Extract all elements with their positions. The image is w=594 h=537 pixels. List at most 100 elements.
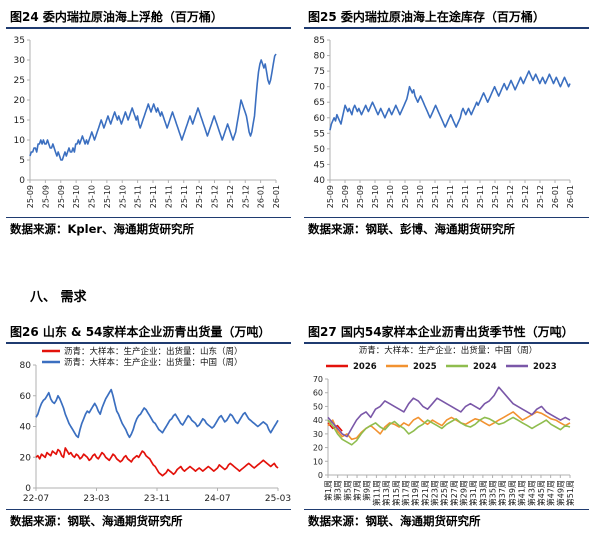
fig25-chart: 40 45 50 55 60 65 70 75 80 85 25-09 25-09 25-09 25-10… — [314, 36, 575, 208]
x-tick-label: 25-10 — [386, 185, 395, 208]
x-tick-label: 第23周 — [429, 480, 439, 506]
x-tick-label: 第47周 — [546, 480, 556, 506]
y-tick-label: 60 — [20, 392, 32, 402]
y-tick-label: 60 — [314, 114, 326, 124]
fig27-source: 数据来源：钢联、海通期货研究所 — [308, 514, 481, 528]
y-tick-label: 50 — [314, 145, 326, 155]
x-tick-label: 第29周 — [459, 480, 469, 506]
x-tick-label: 第45周 — [536, 480, 546, 506]
x-tick-label: 25-12 — [211, 185, 220, 208]
x-tick-label: 25-12 — [536, 185, 545, 208]
series-line-fig25 — [329, 70, 571, 131]
x-tick-label: 25-11 — [134, 185, 143, 208]
x-tick-label: 25-12 — [491, 185, 500, 208]
x-tick-label: 25-09 — [41, 185, 50, 208]
y-tick-label: 65 — [314, 98, 325, 108]
y-tick-label: 10 — [14, 136, 26, 146]
x-tick-label: 25-12 — [241, 185, 250, 208]
x-tick-label: 25-11 — [476, 185, 485, 208]
fig26-chart: 0 20 40 60 80 22-07 23-03 23-11 24-07 25-03 沥青：大样本… — [20, 346, 292, 504]
y-tick-label: 80 — [314, 52, 326, 62]
y-tick-label: 35 — [14, 36, 25, 46]
y-tick-label: 5 — [19, 156, 25, 166]
fig26-source-rule — [6, 509, 291, 510]
legend-label: 沥青：大样本：生产企业：出货量：山东（周） — [64, 346, 243, 357]
x-tick-label: 第19周 — [410, 480, 420, 506]
fig24-source-rule — [6, 217, 291, 218]
x-tick-label: 第21周 — [420, 480, 430, 506]
x-tick-label: 25-10 — [118, 185, 127, 208]
legend-label: 2025 — [413, 362, 437, 372]
x-tick-label: 23-11 — [144, 494, 170, 504]
x-tick-label: 25-11 — [431, 185, 440, 208]
x-tick-label: 26-01 — [272, 185, 281, 208]
y-tick-label: 25 — [14, 76, 25, 86]
x-tick-label: 25-10 — [416, 185, 425, 208]
series-line-2024 — [327, 416, 571, 446]
x-tick-label: 第1周 — [323, 480, 333, 501]
x-tick-label: 24-07 — [204, 494, 230, 504]
x-tick-label: 第9周 — [362, 480, 372, 501]
x-tick-label: 25-10 — [72, 185, 81, 208]
x-tick-label: 第51周 — [565, 480, 575, 506]
y-tick-label: 20 — [14, 96, 26, 106]
x-tick-label: 25-11 — [149, 185, 158, 208]
x-tick-label: 25-11 — [446, 185, 455, 208]
fig27-title-rule — [304, 342, 589, 344]
fig24-title: 图24 委内瑞拉原油海上浮舱（百万桶） — [10, 10, 223, 24]
x-tick-label: 25-10 — [401, 185, 410, 208]
x-tick-label: 第41周 — [517, 480, 527, 506]
x-tick-label: 第37周 — [497, 480, 507, 506]
y-tick-label: 70 — [313, 375, 323, 384]
y-tick-label: 70 — [314, 83, 326, 93]
y-tick-label: 85 — [314, 36, 325, 46]
x-tick-label: 25-09 — [341, 185, 350, 208]
y-tick-label: 60 — [313, 389, 323, 398]
y-tick-label: 0 — [19, 176, 25, 186]
x-tick-label: 25-10 — [88, 185, 97, 208]
x-tick-label: 25-09 — [326, 185, 335, 208]
x-tick-label: 第15周 — [391, 480, 401, 506]
x-tick-label: 25-09 — [26, 185, 35, 208]
y-tick-label: 75 — [314, 67, 325, 77]
legend-label: 2024 — [473, 362, 497, 372]
x-tick-label: 25-09 — [57, 185, 66, 208]
fig24-source: 数据来源：Kpler、海通期货研究所 — [10, 222, 195, 236]
y-tick-label: 15 — [14, 116, 25, 126]
fig27-title: 图27 国内54家样本企业沥青出货季节性（万吨） — [308, 325, 574, 339]
x-tick-label: 第11周 — [371, 480, 381, 506]
x-tick-label: 第3周 — [333, 480, 343, 501]
fig24-title-rule — [6, 27, 291, 29]
fig25-source: 数据来源：钢联、彭博、海通期货研究所 — [308, 222, 515, 236]
x-tick-label: 第33周 — [478, 480, 488, 506]
y-tick-label: 20 — [313, 444, 323, 453]
series-line-2025 — [327, 411, 571, 441]
y-tick-label: 50 — [313, 402, 323, 411]
legend-label: 2026 — [353, 362, 377, 372]
y-tick-label: 0 — [25, 484, 31, 494]
x-tick-label: 第13周 — [381, 480, 391, 506]
fig26-title-rule — [6, 342, 291, 344]
x-tick-label: 第31周 — [468, 480, 478, 506]
x-tick-label: 第35周 — [488, 480, 498, 506]
fig24-chart: 0 5 10 15 20 25 30 35 25-09 25-09 25-09 25-10 25-10 2… — [14, 36, 281, 208]
x-tick-label: 第7周 — [352, 480, 362, 501]
x-tick-label: 第39周 — [507, 480, 517, 506]
x-tick-label: 25-12 — [506, 185, 515, 208]
x-tick-label: 25-09 — [356, 185, 365, 208]
fig25-source-rule — [304, 217, 589, 218]
fig25-title: 图25 委内瑞拉原油海上在途库存（百万桶） — [308, 10, 545, 24]
legend-label: 沥青：大样本：生产企业：出货量：中国（周） — [64, 357, 243, 368]
y-tick-label: 45 — [314, 160, 325, 170]
x-tick-label: 25-11 — [461, 185, 470, 208]
fig25-title-rule — [304, 27, 589, 29]
x-tick-label: 25-12 — [195, 185, 204, 208]
y-tick-label: 40 — [314, 176, 326, 186]
x-tick-label: 25-12 — [521, 185, 530, 208]
x-tick-label: 25-03 — [265, 494, 291, 504]
x-tick-label: 25-11 — [164, 185, 173, 208]
x-tick-label: 26-01 — [257, 185, 266, 208]
series-line-fig24 — [29, 53, 277, 161]
x-tick-label: 第43周 — [526, 480, 536, 506]
